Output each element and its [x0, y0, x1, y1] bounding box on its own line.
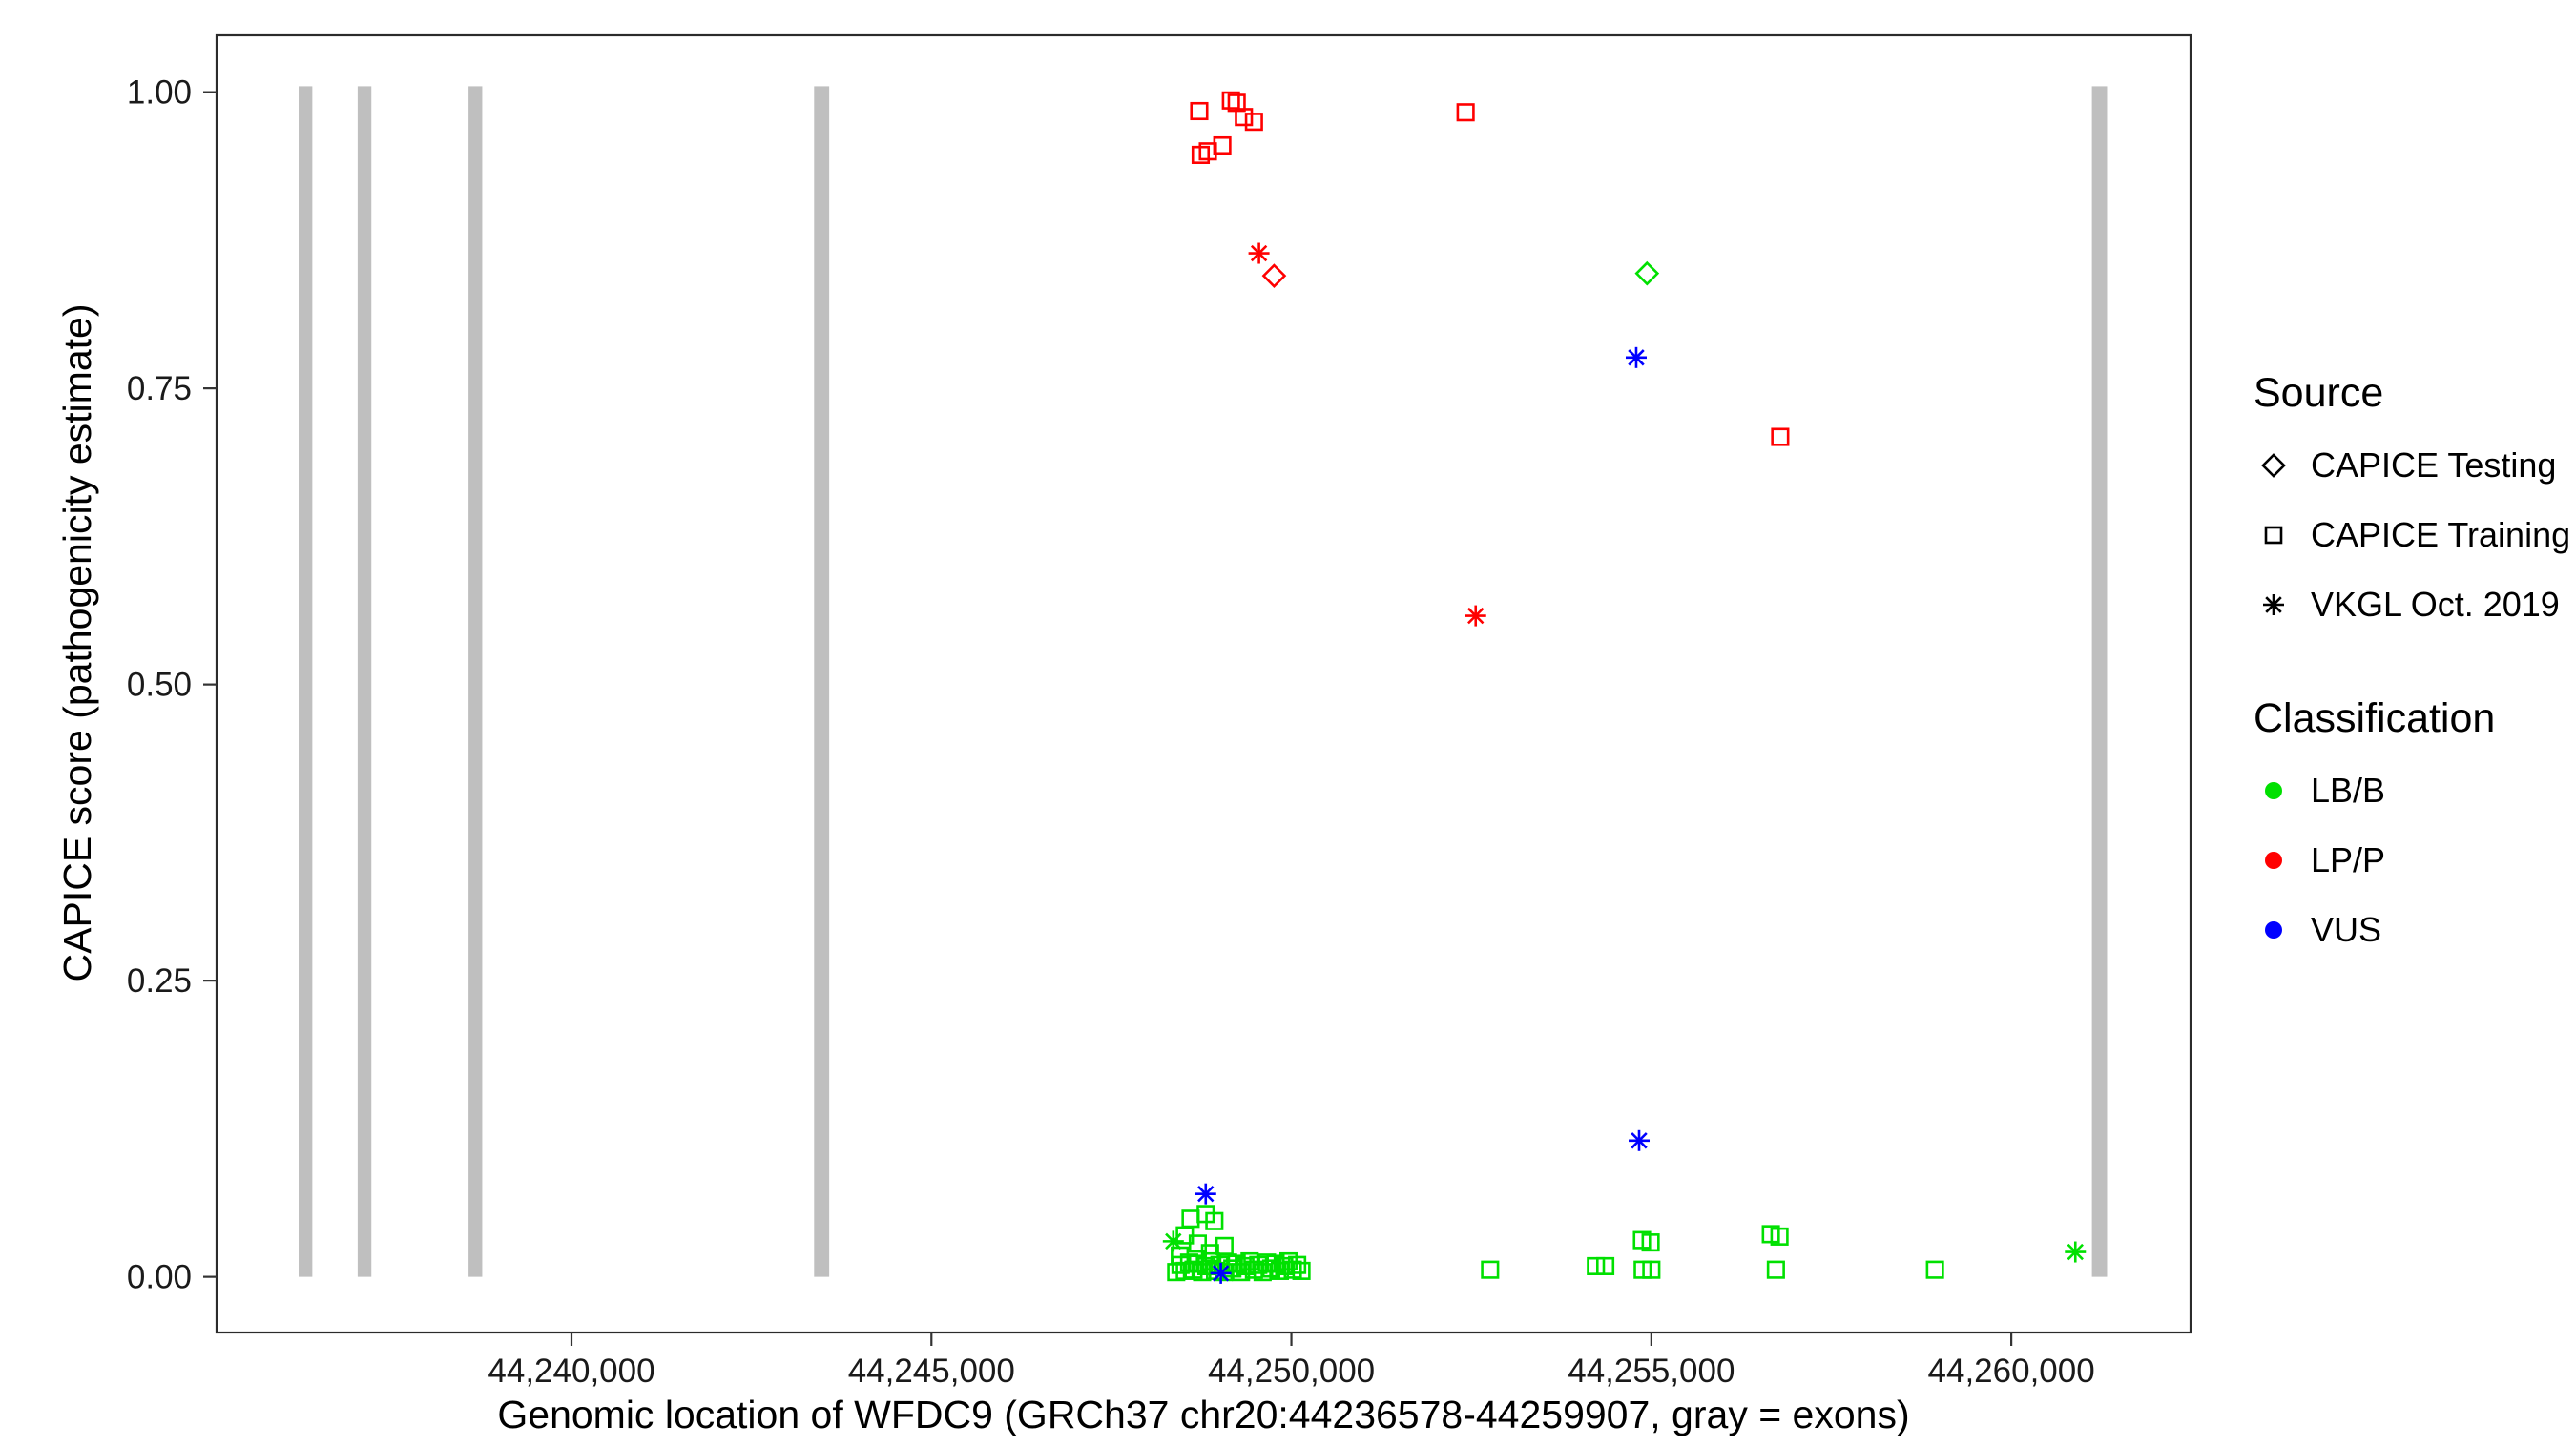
exon-bar	[468, 86, 483, 1277]
series-VUS-asterisk	[1195, 346, 1651, 1284]
capice-score-scatter-plot: 44,240,000 44,245,000 44,250,000 44,255,000…	[38, 15, 2570, 1436]
data-point	[1595, 1256, 1615, 1275]
exon-bar	[299, 86, 313, 1277]
x-tick-label: 44,260,000	[1928, 1353, 2095, 1390]
data-point	[1771, 427, 1790, 446]
data-point	[1205, 1211, 1224, 1230]
x-axis-title: Genomic location of WFDC9 (GRCh37 chr20:…	[497, 1393, 1910, 1436]
exon-bar	[2091, 86, 2108, 1277]
green-dot-icon	[2265, 782, 2282, 799]
data-point	[1195, 1183, 1216, 1205]
y-axis-title: CAPICE score (pathogenicity estimate)	[55, 303, 99, 982]
legend: Source CAPICE Testing CAPICE Training VK…	[2254, 370, 2576, 980]
data-point	[1642, 1260, 1661, 1279]
legend-item-label: VUS	[2311, 910, 2382, 949]
data-point	[1210, 1262, 1232, 1284]
legend-item-capice-testing: CAPICE Testing	[2254, 445, 2576, 485]
blue-dot-icon	[2265, 921, 2282, 939]
series-LBB-square	[1167, 1205, 1944, 1282]
x-tick-label: 44,245,000	[848, 1353, 1015, 1390]
legend-item-label: VKGL Oct. 2019	[2311, 585, 2560, 624]
series-LBB-asterisk	[1162, 1230, 2087, 1263]
legend-item-lpp: LP/P	[2254, 840, 2576, 880]
panel-border	[215, 33, 2192, 1334]
data-point	[1244, 113, 1263, 132]
legend-item-vus: VUS	[2254, 910, 2576, 950]
data-point	[1288, 1255, 1307, 1274]
data-point	[1465, 605, 1486, 627]
data-point	[1456, 103, 1475, 122]
exon-bar	[357, 86, 372, 1277]
y-tick-label: 0.25	[127, 962, 192, 1000]
data-point	[2065, 1241, 2087, 1263]
data-point	[1629, 1129, 1651, 1151]
data-point	[1641, 1233, 1660, 1252]
x-tick-label: 44,240,000	[488, 1353, 654, 1390]
series-LBB-diamond	[1634, 260, 1660, 286]
data-point	[1248, 242, 1270, 264]
series-LPP-asterisk	[1248, 242, 1486, 627]
y-tick-label: 0.00	[127, 1259, 192, 1296]
series-LPP-diamond	[1261, 263, 1287, 288]
data-point	[1162, 1230, 1184, 1252]
data-point	[1261, 263, 1287, 288]
red-dot-icon	[2265, 852, 2282, 869]
axis-ticks: 44,240,000 44,245,000 44,250,000 44,255,000…	[127, 74, 2095, 1390]
y-tick-label: 1.00	[127, 74, 192, 112]
y-tick-label: 0.50	[127, 667, 192, 704]
data-point	[1481, 1260, 1500, 1279]
legend-item-label: LB/B	[2311, 771, 2386, 810]
exon-bars	[299, 86, 2108, 1277]
legend-classification-group: Classification LB/B LP/P VUS	[2254, 695, 2576, 950]
data-point	[1198, 142, 1217, 161]
plot-area: 44,240,000 44,245,000 44,250,000 44,255,000…	[127, 33, 2192, 1390]
data-point	[1181, 1209, 1200, 1229]
y-tick-label: 0.75	[127, 370, 192, 407]
legend-item-label: CAPICE Testing	[2311, 445, 2557, 485]
data-point	[1235, 108, 1254, 127]
data-point	[1770, 1227, 1789, 1246]
data-point	[1221, 91, 1240, 110]
data-point	[1188, 1234, 1208, 1253]
asterisk-icon	[2263, 594, 2284, 615]
legend-item-label: CAPICE Training	[2311, 515, 2571, 554]
legend-source-group: Source CAPICE Testing CAPICE Training VK…	[2254, 370, 2576, 625]
data-point	[1634, 260, 1660, 286]
data-point	[1587, 1256, 1606, 1275]
legend-source-title: Source	[2254, 370, 2384, 416]
exon-bar	[814, 86, 830, 1277]
data-point	[1213, 135, 1232, 155]
legend-item-lbb: LB/B	[2254, 771, 2576, 811]
data-point	[1925, 1260, 1944, 1279]
legend-classification-title: Classification	[2254, 695, 2496, 741]
data-point	[1625, 346, 1647, 368]
legend-item-vkgl: VKGL Oct. 2019	[2254, 585, 2576, 625]
data-point	[1766, 1260, 1785, 1279]
data-point	[1190, 101, 1209, 121]
series-LPP-square	[1190, 91, 1790, 446]
x-tick-label: 44,255,000	[1568, 1353, 1735, 1390]
legend-item-capice-training: CAPICE Training	[2254, 515, 2576, 555]
data-point	[1292, 1261, 1311, 1280]
legend-item-label: LP/P	[2311, 840, 2386, 879]
square-icon	[2264, 526, 2283, 545]
diamond-icon	[2261, 453, 2286, 478]
x-tick-label: 44,250,000	[1208, 1353, 1375, 1390]
